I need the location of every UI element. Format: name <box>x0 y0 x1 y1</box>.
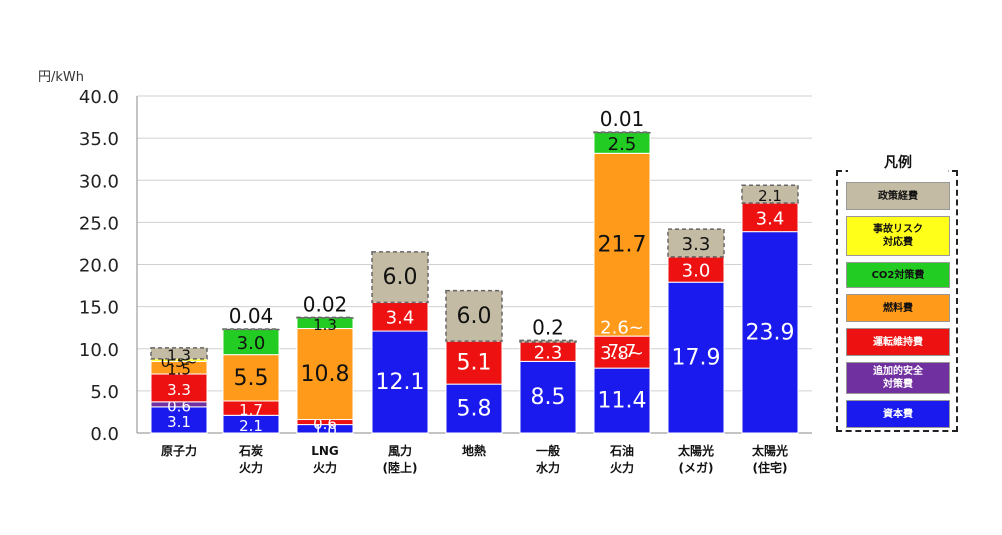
data-label: 1.0 <box>313 422 337 440</box>
data-label: 3.3 <box>682 234 711 255</box>
bar-segment <box>296 328 354 421</box>
data-label: 2.6~ <box>600 318 644 339</box>
legend-item: 政策経費 <box>846 182 950 210</box>
y-axis-unit-label: 円/kWh <box>38 70 85 85</box>
data-label: 3.8~ <box>600 343 644 364</box>
data-label: 17.9 <box>672 346 721 371</box>
bar-segment <box>741 184 799 204</box>
data-label: 5.8 <box>457 397 492 422</box>
bar-segment <box>371 330 429 434</box>
data-label: 3.0 <box>682 261 711 282</box>
x-tick-label: 一般 <box>536 443 560 458</box>
x-tick-label: 水力 <box>536 460 560 475</box>
x-tick-label: 地熱 <box>462 443 486 458</box>
bar-segment <box>150 347 208 360</box>
bar-segment <box>593 152 651 337</box>
bar-segment <box>741 202 799 233</box>
data-label: 6.0 <box>457 304 492 329</box>
x-tick-label: (住宅) <box>753 460 788 475</box>
x-tick-label: 火力 <box>239 460 263 475</box>
data-label: 3.4 <box>386 308 415 329</box>
data-label: 2.3 <box>534 343 563 364</box>
bar-segment <box>519 339 577 343</box>
x-tick-label: 火力 <box>610 460 634 475</box>
data-label: 3.1 <box>167 413 191 431</box>
data-label: 1.3 <box>167 346 191 364</box>
data-label: 5.5 <box>234 366 269 391</box>
bar-segment <box>445 340 503 385</box>
bar-segment <box>741 231 799 434</box>
bar-segment <box>667 228 725 258</box>
legend-item: 燃料費 <box>846 294 950 322</box>
legend-item: 運転維持費 <box>846 328 950 356</box>
y-tick-label: 10.0 <box>79 340 119 361</box>
x-tick-label: 風力 <box>388 443 412 458</box>
data-label: 10.8 <box>301 362 350 387</box>
data-label: 0.04 <box>229 304 274 328</box>
data-label: 8.5 <box>531 385 566 410</box>
data-label: 3.4 <box>756 208 785 229</box>
y-tick-label: 20.0 <box>79 256 119 277</box>
data-label: 2.5 <box>608 134 637 155</box>
legend-title: 凡例 <box>848 152 948 172</box>
data-label: 23.9 <box>746 320 795 345</box>
bar-segment <box>445 289 503 342</box>
x-tick-label: 太陽光 <box>752 443 788 458</box>
x-tick-label: 太陽光 <box>678 443 714 458</box>
data-label: 7.7 <box>608 341 637 362</box>
data-label: 1.7 <box>239 401 263 419</box>
x-tick-label: LNG <box>311 444 339 458</box>
x-tick-label: (メガ) <box>679 460 714 475</box>
bar-segment <box>519 360 577 434</box>
x-tick-label: 石油 <box>609 443 634 458</box>
data-label: 0.02 <box>303 292 348 316</box>
bar-segment <box>371 301 429 332</box>
x-tick-label: 石炭 <box>238 443 263 458</box>
bar-segment <box>371 251 429 304</box>
data-label: 0.2 <box>532 315 564 339</box>
bar-segment <box>150 373 208 403</box>
y-tick-label: 35.0 <box>79 129 119 150</box>
bar-segment <box>150 406 208 434</box>
y-tick-label: 25.0 <box>79 213 119 234</box>
data-label: 3.0 <box>237 333 266 354</box>
y-tick-label: 15.0 <box>79 298 119 319</box>
legend-box: 政策経費事故リスク 対応費 CO2対策費 燃料費運転維持費追加的安全 対策費資本費 <box>836 170 958 432</box>
data-label: 12.1 <box>376 370 425 395</box>
y-tick-label: 5.0 <box>90 382 119 403</box>
legend-item: 追加的安全 対策費 <box>846 362 950 394</box>
data-label: 1.5 <box>167 361 191 379</box>
data-label: 11.4 <box>598 389 647 414</box>
data-label: 1.3 <box>313 316 337 334</box>
y-tick-label: 30.0 <box>79 171 119 192</box>
x-tick-label: 原子力 <box>161 443 197 458</box>
bar-segment <box>593 131 651 134</box>
x-tick-label: (陸上) <box>383 460 418 475</box>
x-tick-label: 火力 <box>313 460 337 475</box>
bar-segment <box>667 256 725 283</box>
data-label: 3.3 <box>167 381 191 399</box>
data-label: 2.1 <box>239 417 263 435</box>
data-label: 2.1 <box>758 187 782 205</box>
data-label: 21.7 <box>598 233 647 258</box>
data-label: 0.01 <box>600 107 645 131</box>
data-label: 6.0 <box>383 265 418 290</box>
legend-item: 資本費 <box>846 400 950 428</box>
bar-segment <box>296 316 354 319</box>
bar-segment <box>222 354 280 402</box>
data-label: 5.1 <box>457 351 492 376</box>
y-tick-label: 40.0 <box>79 87 119 108</box>
bar-segment <box>222 328 280 331</box>
bar-segment <box>445 383 503 434</box>
legend-item: CO2対策費 <box>846 262 950 288</box>
legend-item: 事故リスク 対応費 <box>846 216 950 256</box>
y-tick-label: 0.0 <box>90 424 119 445</box>
